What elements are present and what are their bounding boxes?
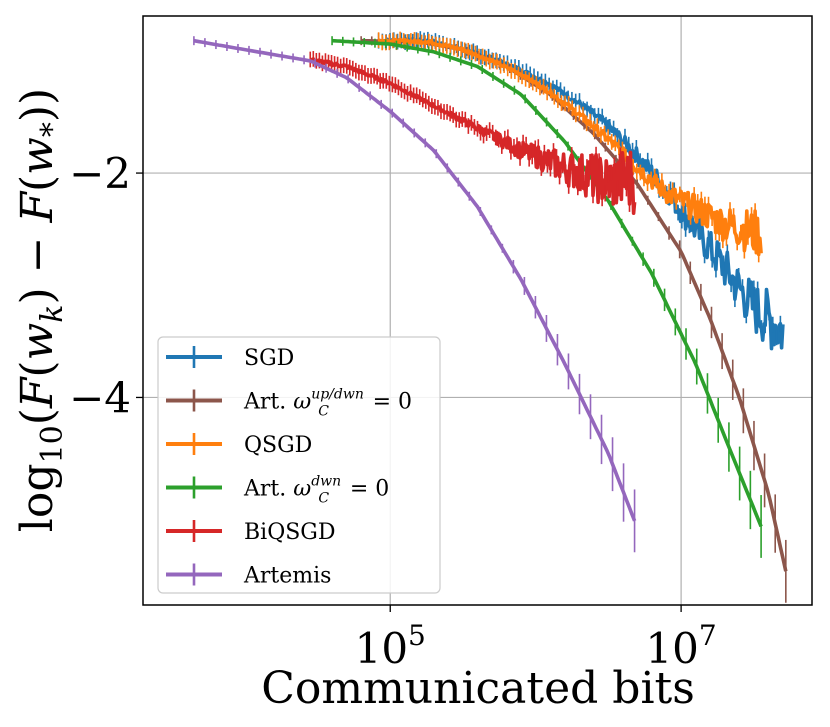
series-line [378, 37, 785, 351]
legend-label: QSGD [244, 433, 312, 458]
legend-label: SGD [244, 346, 294, 371]
axis-ticks: 105 107 −2 −4 [69, 149, 717, 673]
plot-frame [142, 15, 813, 606]
legend-box [157, 336, 441, 594]
x-tick-label: 105 [355, 619, 426, 673]
legend-entry: Art. ωup/dwn C = 0 [166, 387, 412, 420]
y-tick-label: −4 [69, 373, 131, 422]
series-5 [193, 36, 637, 553]
series-layer [193, 31, 788, 603]
legend-label: Artemis [243, 564, 331, 589]
series-4 [309, 51, 637, 215]
x-axis-label: Communicated bits [261, 663, 695, 714]
x-tick-label: 107 [645, 619, 716, 673]
legend-entry: QSGD [166, 433, 312, 458]
y-axis-label: log10(F(wk) − F(w*)) [12, 88, 70, 532]
y-tick-label: −2 [69, 149, 131, 198]
series-line [309, 57, 637, 215]
legend-entry: BiQSGD [166, 520, 336, 545]
legend-label: BiQSGD [244, 520, 336, 545]
legend: SGD Art. ωup/dwn C = 0 QSGD Art. ωdwn C = 0 Bi… [157, 336, 441, 594]
legend-entry: Art. ωdwn C = 0 [166, 474, 389, 507]
legend-label: Art. ωdwn C = 0 [243, 474, 389, 507]
legend-entry: Artemis [166, 563, 331, 589]
legend-entry: SGD [166, 346, 294, 371]
legend-label: Art. ωup/dwn C = 0 [243, 387, 412, 420]
